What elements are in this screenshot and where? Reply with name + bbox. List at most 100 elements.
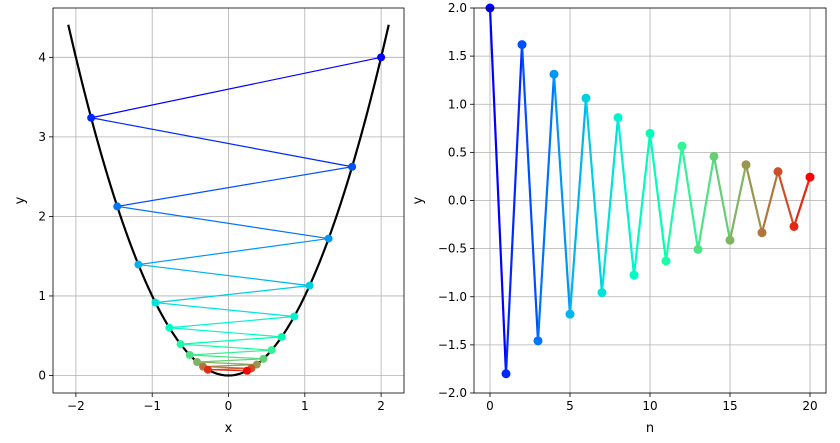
left-iterate-segment bbox=[91, 56, 382, 119]
left-iterate-point bbox=[165, 323, 174, 332]
right-sequence-point bbox=[581, 93, 591, 103]
left-iterate-segment bbox=[155, 302, 295, 318]
right-xlabel: n bbox=[646, 421, 654, 436]
left-iterate-segment bbox=[91, 117, 353, 168]
left-iterate-segment bbox=[169, 327, 282, 338]
right-ytick-label: −1.5 bbox=[438, 338, 467, 352]
right-sequence-segment bbox=[728, 164, 748, 241]
left-ytick-label: 4 bbox=[38, 50, 46, 64]
right-sequence-segment bbox=[760, 171, 780, 233]
right-ytick-label: −0.5 bbox=[438, 242, 467, 256]
left-xtick-label: 0 bbox=[225, 399, 233, 413]
right-sequence-point bbox=[805, 172, 815, 182]
left-xtick-label: −2 bbox=[67, 399, 85, 413]
right-xtick-label: 5 bbox=[566, 399, 574, 413]
right-sequence-point bbox=[613, 113, 623, 123]
right-grid bbox=[474, 7, 826, 394]
left-iterate-point bbox=[277, 332, 286, 341]
right-sequence-point bbox=[597, 288, 607, 298]
left-iterate-segment bbox=[189, 354, 264, 360]
right-ticks: 0 5 10 15 20 −2.0 −1.5 −1.0 −0.5 0.0 0.5 1.0 1.5 2.0 bbox=[438, 1, 818, 413]
right-sequence-point bbox=[549, 69, 559, 79]
right-sequence-segment bbox=[584, 98, 604, 293]
left-iterate-point bbox=[348, 162, 357, 171]
left-axes-frame bbox=[52, 7, 405, 394]
left-iterate-point bbox=[203, 365, 212, 374]
right-sequence-segment bbox=[504, 44, 524, 374]
parabola-curve bbox=[67, 24, 390, 377]
left-ytick-label: 3 bbox=[38, 130, 46, 144]
left-iterate-point bbox=[290, 312, 299, 321]
right-sequence-point bbox=[501, 369, 511, 379]
left-iterate-segment bbox=[202, 363, 257, 368]
right-sequence-segment bbox=[680, 145, 700, 250]
left-iterate-segment bbox=[180, 343, 272, 351]
left-ytick-label: 0 bbox=[38, 369, 46, 383]
left-ylabel: y bbox=[13, 196, 28, 204]
right-sequence-point bbox=[565, 309, 575, 319]
right-sequence-segment bbox=[664, 145, 684, 262]
right-sequence-point bbox=[661, 256, 671, 266]
right-xtick-label: 15 bbox=[722, 399, 737, 413]
right-xtick-label: 0 bbox=[486, 399, 494, 413]
left-xtick-label: −1 bbox=[143, 399, 161, 413]
right-sequence-point bbox=[757, 228, 767, 238]
left-iterate-point bbox=[305, 281, 314, 290]
right-sequence-segment bbox=[712, 156, 732, 241]
right-ytick-label: 2.0 bbox=[448, 1, 467, 15]
left-iterate-point bbox=[193, 357, 202, 366]
right-ytick-label: 0.0 bbox=[448, 194, 467, 208]
left-iterate-point bbox=[377, 53, 386, 62]
right-plot-area bbox=[488, 8, 812, 374]
right-sequence-point bbox=[741, 160, 751, 170]
right-sequence-point bbox=[629, 270, 639, 280]
left-xlabel: x bbox=[225, 421, 233, 436]
right-sequence-segment bbox=[520, 44, 540, 341]
right-sequence-segment bbox=[792, 176, 812, 227]
right-ylabel: y bbox=[411, 196, 426, 204]
left-iterate-segment bbox=[138, 263, 310, 287]
right-ytick-label: 1.5 bbox=[448, 49, 467, 63]
left-iterate-point bbox=[324, 234, 333, 243]
left-ticks: −2 −1 0 1 2 0 1 2 3 4 bbox=[38, 50, 385, 413]
left-iterate-segment bbox=[207, 369, 248, 372]
right-ytick-label: 0.5 bbox=[448, 145, 467, 159]
left-grid bbox=[53, 8, 404, 393]
left-iterate-segment bbox=[155, 285, 310, 304]
right-ytick-label: 1.0 bbox=[448, 97, 467, 111]
left-iterate-segment bbox=[197, 361, 257, 366]
left-iterate-point bbox=[87, 113, 96, 122]
left-iterate-points bbox=[87, 53, 386, 375]
right-sequence-segment bbox=[536, 74, 556, 341]
right-sequence-segment bbox=[600, 117, 620, 293]
right-sequence-point bbox=[533, 336, 543, 346]
left-iterate-point bbox=[176, 340, 185, 349]
left-iterate-point bbox=[134, 260, 143, 269]
right-sequence-point bbox=[773, 167, 783, 177]
right-ytick-label: −2.0 bbox=[438, 386, 467, 400]
left-xtick-label: 1 bbox=[301, 399, 309, 413]
right-sequence-point bbox=[517, 40, 527, 50]
right-sequence-point bbox=[789, 221, 799, 231]
right-sequence-points bbox=[485, 3, 815, 379]
right-sequence-segment bbox=[744, 164, 764, 233]
right-sequence-segments bbox=[488, 8, 812, 374]
left-iterate-point bbox=[185, 350, 194, 359]
left-iterate-point bbox=[267, 346, 276, 355]
right-sequence-point bbox=[709, 151, 719, 161]
left-ytick-label: 2 bbox=[38, 209, 46, 223]
right-sequence-point bbox=[725, 235, 735, 245]
right-sequence-segment bbox=[648, 133, 668, 262]
left-iterate-segment bbox=[197, 358, 264, 363]
left-iterate-segment bbox=[138, 237, 329, 266]
left-iterate-segment bbox=[189, 349, 272, 356]
left-iterate-point bbox=[243, 366, 252, 375]
right-sequence-segment bbox=[616, 117, 636, 276]
left-xtick-label: 2 bbox=[377, 399, 385, 413]
left-iterate-point bbox=[259, 354, 268, 363]
left-iterate-point bbox=[151, 298, 160, 307]
right-xtick-label: 20 bbox=[802, 399, 817, 413]
left-iterate-segment bbox=[180, 336, 282, 345]
